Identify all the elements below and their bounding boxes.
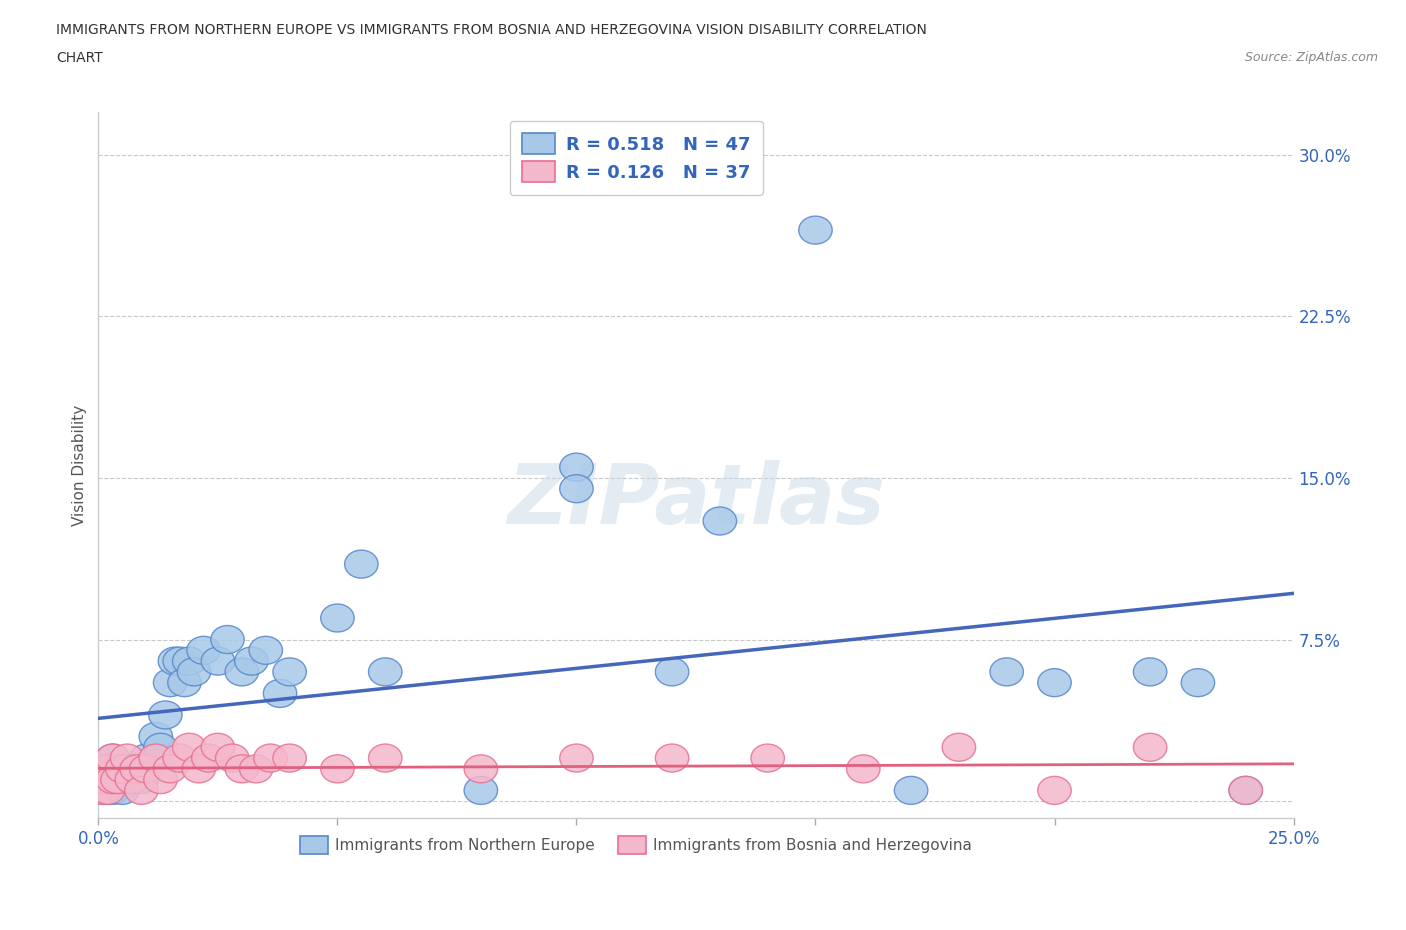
Ellipse shape	[96, 744, 129, 772]
Ellipse shape	[1181, 669, 1215, 697]
Ellipse shape	[120, 755, 153, 783]
Ellipse shape	[273, 658, 307, 686]
Ellipse shape	[344, 551, 378, 578]
Ellipse shape	[201, 733, 235, 762]
Ellipse shape	[368, 658, 402, 686]
Text: ZIPatlas: ZIPatlas	[508, 459, 884, 541]
Ellipse shape	[183, 755, 215, 783]
Ellipse shape	[703, 507, 737, 535]
Ellipse shape	[139, 744, 173, 772]
Ellipse shape	[129, 744, 163, 772]
Ellipse shape	[111, 744, 143, 772]
Ellipse shape	[153, 669, 187, 697]
Ellipse shape	[96, 777, 129, 804]
Ellipse shape	[125, 777, 159, 804]
Ellipse shape	[225, 658, 259, 686]
Ellipse shape	[143, 733, 177, 762]
Ellipse shape	[87, 765, 120, 793]
Ellipse shape	[173, 733, 207, 762]
Ellipse shape	[225, 755, 259, 783]
Ellipse shape	[799, 216, 832, 245]
Ellipse shape	[1229, 777, 1263, 804]
Ellipse shape	[239, 755, 273, 783]
Ellipse shape	[105, 777, 139, 804]
Ellipse shape	[159, 647, 191, 675]
Ellipse shape	[273, 744, 307, 772]
Ellipse shape	[143, 765, 177, 793]
Ellipse shape	[894, 777, 928, 804]
Ellipse shape	[101, 765, 135, 793]
Ellipse shape	[91, 755, 125, 783]
Ellipse shape	[249, 636, 283, 664]
Ellipse shape	[129, 755, 163, 783]
Ellipse shape	[191, 744, 225, 772]
Y-axis label: Vision Disability: Vision Disability	[72, 405, 87, 525]
Ellipse shape	[91, 777, 125, 804]
Ellipse shape	[560, 744, 593, 772]
Ellipse shape	[149, 701, 183, 729]
Ellipse shape	[177, 658, 211, 686]
Ellipse shape	[153, 755, 187, 783]
Text: Source: ZipAtlas.com: Source: ZipAtlas.com	[1244, 51, 1378, 64]
Ellipse shape	[464, 755, 498, 783]
Text: CHART: CHART	[56, 51, 103, 65]
Ellipse shape	[1229, 777, 1263, 804]
Ellipse shape	[101, 755, 135, 783]
Ellipse shape	[115, 765, 149, 793]
Ellipse shape	[254, 744, 287, 772]
Ellipse shape	[111, 755, 143, 783]
Ellipse shape	[1133, 733, 1167, 762]
Ellipse shape	[105, 755, 139, 783]
Ellipse shape	[1038, 777, 1071, 804]
Ellipse shape	[263, 680, 297, 708]
Ellipse shape	[464, 777, 498, 804]
Ellipse shape	[655, 744, 689, 772]
Ellipse shape	[1133, 658, 1167, 686]
Ellipse shape	[321, 755, 354, 783]
Ellipse shape	[211, 626, 245, 654]
Ellipse shape	[91, 777, 125, 804]
Ellipse shape	[942, 733, 976, 762]
Ellipse shape	[139, 723, 173, 751]
Ellipse shape	[846, 755, 880, 783]
Ellipse shape	[990, 658, 1024, 686]
Ellipse shape	[105, 765, 139, 793]
Ellipse shape	[91, 755, 125, 783]
Ellipse shape	[368, 744, 402, 772]
Ellipse shape	[87, 765, 120, 793]
Ellipse shape	[87, 777, 120, 804]
Ellipse shape	[235, 647, 269, 675]
Ellipse shape	[1038, 669, 1071, 697]
Ellipse shape	[163, 647, 197, 675]
Ellipse shape	[560, 474, 593, 503]
Ellipse shape	[215, 744, 249, 772]
Legend: Immigrants from Northern Europe, Immigrants from Bosnia and Herzegovina: Immigrants from Northern Europe, Immigra…	[294, 830, 979, 860]
Ellipse shape	[115, 765, 149, 793]
Ellipse shape	[173, 647, 207, 675]
Ellipse shape	[751, 744, 785, 772]
Ellipse shape	[655, 658, 689, 686]
Ellipse shape	[96, 765, 129, 793]
Ellipse shape	[101, 765, 135, 793]
Ellipse shape	[96, 744, 129, 772]
Ellipse shape	[125, 765, 159, 793]
Ellipse shape	[187, 636, 221, 664]
Ellipse shape	[560, 453, 593, 481]
Ellipse shape	[163, 744, 197, 772]
Ellipse shape	[87, 777, 120, 804]
Ellipse shape	[201, 647, 235, 675]
Text: IMMIGRANTS FROM NORTHERN EUROPE VS IMMIGRANTS FROM BOSNIA AND HERZEGOVINA VISION: IMMIGRANTS FROM NORTHERN EUROPE VS IMMIG…	[56, 23, 927, 37]
Ellipse shape	[167, 669, 201, 697]
Ellipse shape	[321, 604, 354, 632]
Ellipse shape	[120, 755, 153, 783]
